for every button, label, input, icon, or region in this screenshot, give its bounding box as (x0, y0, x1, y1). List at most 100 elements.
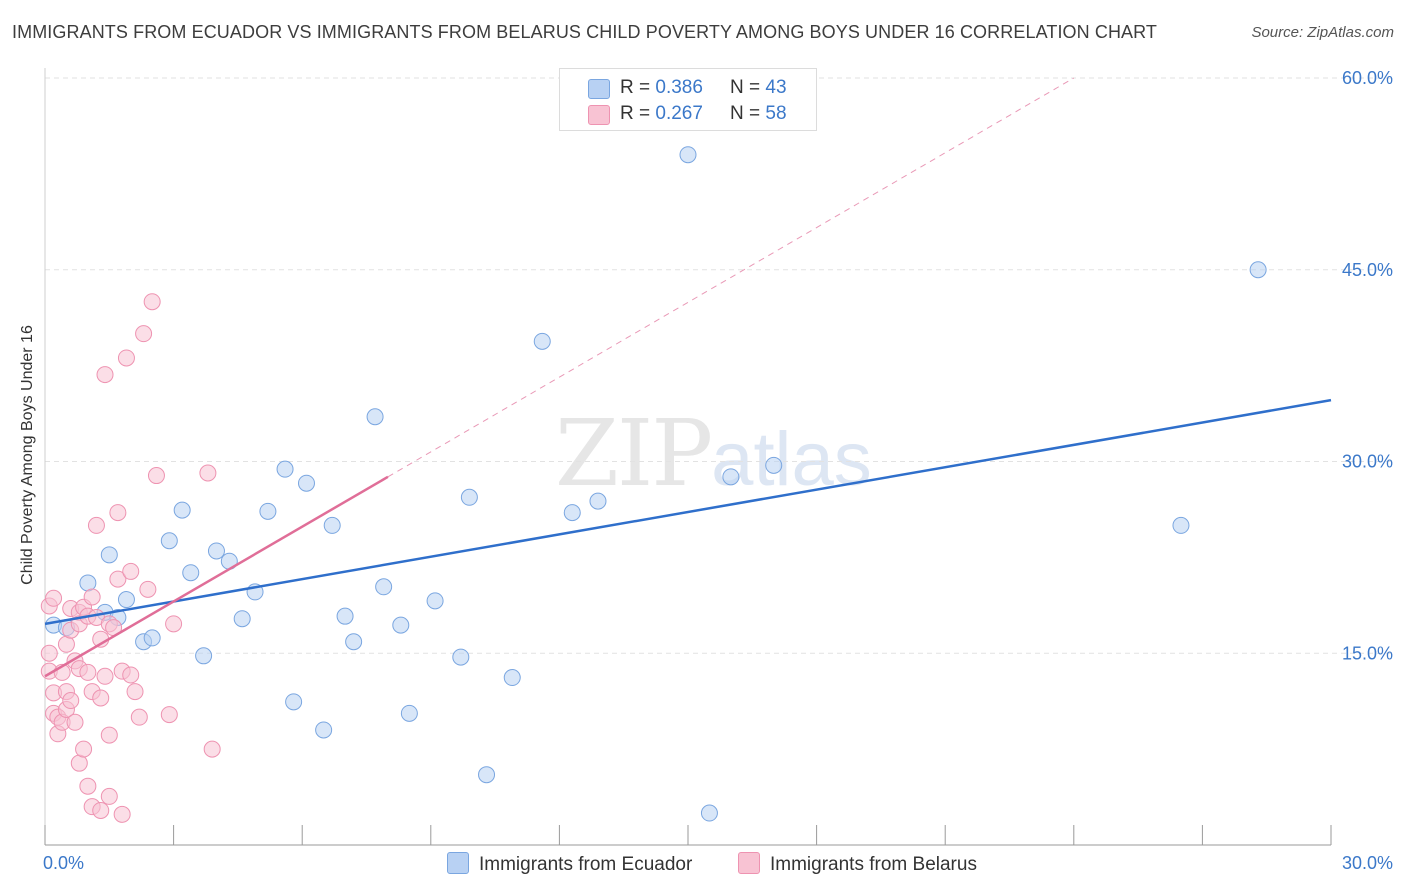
legend-n-ecuador: N = 43 (730, 77, 787, 99)
legend-n-value-ecuador: 43 (765, 77, 787, 98)
point-ecuador-23 (336, 607, 354, 625)
x-tick-label-max: 30.0% (1342, 853, 1393, 873)
point-belarus-53 (147, 467, 165, 485)
point-belarus-35 (96, 667, 114, 685)
point-belarus-51 (139, 580, 157, 598)
point-ecuador-29 (426, 592, 444, 610)
point-belarus-41 (109, 570, 127, 588)
x-tick-label-min: 0.0% (43, 853, 84, 873)
point-ecuador-6 (117, 591, 135, 609)
legend-r-ecuador: R = 0.386 (620, 77, 703, 99)
point-ecuador-18 (276, 460, 294, 478)
point-ecuador-2 (79, 574, 97, 592)
source-label: Source: ZipAtlas.com (1251, 24, 1394, 41)
point-belarus-42 (109, 504, 127, 522)
point-ecuador-8 (143, 629, 161, 647)
point-ecuador-37 (679, 146, 697, 164)
y-tick-label-1: 30.0% (1342, 452, 1393, 472)
point-ecuador-12 (195, 647, 213, 665)
point-ecuador-28 (400, 704, 418, 722)
point-ecuador-19 (285, 693, 303, 711)
point-belarus-33 (92, 689, 110, 707)
point-ecuador-13 (207, 542, 225, 560)
point-belarus-22 (75, 740, 93, 758)
y-tick-label-2: 45.0% (1342, 260, 1393, 280)
point-belarus-52 (143, 293, 161, 311)
point-ecuador-22 (323, 516, 341, 534)
correlation-legend: R = 0.386 N = 43 R = 0.267 N = 58 (559, 68, 817, 131)
trend-line-ecuador (44, 398, 1332, 626)
point-ecuador-10 (173, 501, 191, 519)
point-belarus-55 (165, 615, 183, 633)
point-ecuador-33 (503, 669, 521, 687)
bottom-legend-belarus: Immigrants from Belarus (738, 852, 977, 876)
legend-r-label-belarus: R = (620, 103, 656, 124)
bottom-legend-swatch-belarus (738, 852, 760, 874)
point-belarus-37 (100, 787, 118, 805)
legend-n-belarus: N = 58 (730, 103, 787, 125)
point-ecuador-42 (1249, 261, 1267, 279)
point-ecuador-15 (233, 610, 251, 628)
point-belarus-46 (122, 666, 140, 684)
trend-extension-belarus (387, 77, 1075, 478)
legend-n-label-belarus: N = (730, 103, 766, 124)
point-belarus-3 (45, 589, 63, 607)
point-belarus-47 (122, 562, 140, 580)
point-belarus-1 (40, 644, 58, 662)
point-ecuador-41 (1172, 516, 1190, 534)
legend-r-value-ecuador: 0.386 (655, 77, 703, 98)
trend-line-belarus (44, 475, 389, 678)
point-belarus-12 (57, 635, 75, 653)
point-belarus-27 (83, 588, 101, 606)
legend-swatch-belarus (588, 105, 610, 125)
point-belarus-17 (66, 713, 84, 731)
point-belarus-39 (100, 726, 118, 744)
bottom-legend-label-belarus: Immigrants from Belarus (770, 854, 977, 875)
point-belarus-26 (79, 663, 97, 681)
point-belarus-43 (113, 805, 131, 823)
point-ecuador-39 (722, 468, 740, 486)
point-belarus-50 (135, 325, 153, 343)
bottom-legend-swatch-ecuador (447, 852, 469, 874)
point-ecuador-34 (533, 332, 551, 350)
y-axis-label: Child Poverty Among Boys Under 16 (19, 325, 36, 585)
point-ecuador-32 (478, 766, 496, 784)
point-ecuador-31 (460, 488, 478, 506)
point-ecuador-38 (700, 804, 718, 822)
watermark: ZIPatlas (555, 400, 872, 507)
point-belarus-14 (62, 692, 80, 710)
point-ecuador-9 (160, 532, 178, 550)
legend-swatch-ecuador (588, 79, 610, 99)
legend-r-value-belarus: 0.267 (655, 103, 703, 124)
point-belarus-45 (117, 349, 135, 367)
bottom-legend-ecuador: Immigrants from Ecuador (447, 852, 692, 876)
point-ecuador-35 (563, 504, 581, 522)
point-belarus-49 (130, 708, 148, 726)
point-ecuador-30 (452, 648, 470, 666)
legend-n-value-belarus: 58 (765, 103, 787, 124)
point-ecuador-36 (589, 492, 607, 510)
point-ecuador-27 (392, 616, 410, 634)
point-belarus-57 (203, 740, 221, 758)
point-ecuador-26 (375, 578, 393, 596)
point-ecuador-24 (345, 633, 363, 651)
y-tick-label-0: 15.0% (1342, 643, 1393, 663)
bottom-legend-label-ecuador: Immigrants from Ecuador (479, 854, 693, 875)
legend-r-label-ecuador: R = (620, 77, 656, 98)
y-tick-label-3: 60.0% (1342, 68, 1393, 88)
point-belarus-21 (70, 754, 88, 772)
point-ecuador-25 (366, 408, 384, 426)
point-belarus-32 (92, 801, 110, 819)
point-ecuador-40 (765, 456, 783, 474)
point-belarus-24 (79, 777, 97, 795)
chart-title: IMMIGRANTS FROM ECUADOR VS IMMIGRANTS FR… (12, 22, 1158, 42)
point-belarus-54 (160, 706, 178, 724)
watermark-zip: ZIP (555, 400, 713, 507)
point-belarus-56 (199, 464, 217, 482)
point-belarus-30 (87, 516, 105, 534)
point-belarus-36 (96, 366, 114, 384)
legend-n-label-ecuador: N = (730, 77, 766, 98)
legend-r-belarus: R = 0.267 (620, 103, 703, 125)
point-belarus-48 (126, 683, 144, 701)
